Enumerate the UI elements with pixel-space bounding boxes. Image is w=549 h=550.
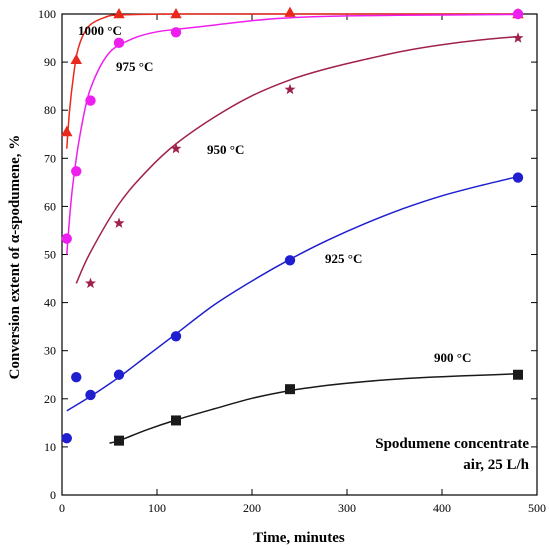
data-point-925-c xyxy=(170,331,182,342)
y-tick-label: 0 xyxy=(50,488,56,502)
y-tick-label: 60 xyxy=(44,199,56,213)
x-tick-label: 500 xyxy=(528,501,546,515)
data-point-900-c xyxy=(513,369,523,380)
fit-curves xyxy=(66,13,519,444)
data-point-975-c xyxy=(170,27,182,38)
y-tick-label: 30 xyxy=(44,344,56,358)
data-point-925-c xyxy=(113,369,125,380)
x-tick-label: 200 xyxy=(243,501,261,515)
fit-curve-900-c xyxy=(109,373,519,444)
data-point-925-c xyxy=(284,255,296,266)
data-point-925-c xyxy=(71,371,82,383)
data-point-1000-c xyxy=(284,6,296,17)
data-point-950-c xyxy=(113,217,125,228)
data-point-925-c xyxy=(85,389,96,401)
y-tick-label: 100 xyxy=(38,7,56,21)
series-label-950: 950 °C xyxy=(207,142,244,157)
x-tick-label: 300 xyxy=(338,501,356,515)
data-point-1000-c xyxy=(61,125,73,137)
series-label-900: 900 °C xyxy=(434,350,471,365)
data-point-950-c xyxy=(85,277,96,289)
data-point-900-c xyxy=(285,384,295,395)
fit-curve-1000-c xyxy=(66,13,518,149)
annotation-line-1: Spodumene concentrate xyxy=(375,436,529,452)
data-point-925-c xyxy=(61,433,72,444)
data-point-975-c xyxy=(71,166,82,177)
x-tick-label: 100 xyxy=(148,501,166,515)
data-point-925-c xyxy=(512,172,524,183)
data-point-900-c xyxy=(114,435,124,446)
x-axis-title: Time, minutes xyxy=(253,530,345,546)
data-point-950-c xyxy=(284,83,296,95)
series-label-975: 975 °C xyxy=(116,59,153,74)
data-point-975-c xyxy=(113,37,125,49)
y-tick-label: 90 xyxy=(44,55,56,69)
data-point-1000-c xyxy=(113,8,125,19)
data-point-975-c xyxy=(85,95,96,106)
data-point-1000-c xyxy=(170,8,182,19)
series-label-1000: 1000 °C xyxy=(78,23,122,38)
series-label-925: 925 °C xyxy=(325,251,362,266)
y-tick-label: 80 xyxy=(44,103,56,117)
axis-ticks: 0 100 200 300 400 500 0 10 20 30 40 50 60 70 80 90 100 xyxy=(38,7,546,515)
data-point-950-c xyxy=(512,32,524,43)
annotation-line-2: air, 25 L/h xyxy=(463,457,529,473)
data-point-1000-c xyxy=(70,53,82,64)
data-point-950-c xyxy=(170,142,182,154)
fit-curve-950-c xyxy=(75,35,519,284)
fit-curve-975-c xyxy=(66,13,519,255)
y-tick-label: 40 xyxy=(44,296,56,310)
x-tick-label: 0 xyxy=(59,501,65,515)
y-tick-label: 10 xyxy=(44,440,56,454)
y-tick-label: 20 xyxy=(44,392,56,406)
y-tick-label: 70 xyxy=(44,151,56,165)
data-point-975-c xyxy=(61,233,72,244)
data-point-900-c xyxy=(171,415,181,426)
data-point-975-c xyxy=(512,8,524,20)
y-axis-title: Conversion extent of α-spodumene, % xyxy=(7,135,23,380)
y-tick-label: 50 xyxy=(44,248,56,262)
x-tick-label: 400 xyxy=(433,501,451,515)
data-markers xyxy=(61,6,524,446)
